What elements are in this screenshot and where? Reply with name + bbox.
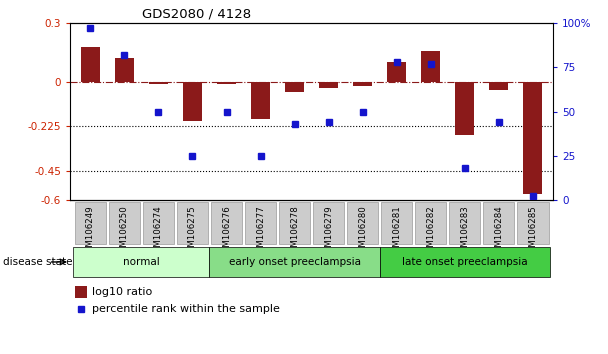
FancyBboxPatch shape [75, 202, 106, 244]
Text: GSM106277: GSM106277 [256, 206, 265, 258]
Text: GSM106250: GSM106250 [120, 206, 129, 258]
FancyBboxPatch shape [379, 247, 550, 277]
Bar [115, 58, 134, 82]
Bar [75, 286, 87, 298]
Text: GSM106281: GSM106281 [392, 206, 401, 258]
Bar [523, 82, 542, 194]
Text: GSM106279: GSM106279 [324, 206, 333, 258]
Text: early onset preeclampsia: early onset preeclampsia [229, 257, 361, 267]
Bar [81, 47, 100, 82]
Bar [319, 82, 338, 88]
Bar [285, 82, 304, 92]
FancyBboxPatch shape [415, 202, 446, 244]
Text: log10 ratio: log10 ratio [92, 287, 152, 297]
Bar [183, 82, 202, 121]
Text: GSM106282: GSM106282 [426, 206, 435, 258]
Bar [217, 82, 236, 84]
FancyBboxPatch shape [211, 202, 242, 244]
Text: disease state: disease state [3, 257, 72, 267]
Bar [251, 82, 270, 119]
Text: GSM106284: GSM106284 [494, 206, 503, 258]
Text: GSM106274: GSM106274 [154, 206, 163, 258]
Text: percentile rank within the sample: percentile rank within the sample [92, 304, 280, 314]
Text: GSM106280: GSM106280 [358, 206, 367, 258]
FancyBboxPatch shape [279, 202, 310, 244]
FancyBboxPatch shape [381, 202, 412, 244]
FancyBboxPatch shape [210, 247, 379, 277]
Text: normal: normal [123, 257, 160, 267]
FancyBboxPatch shape [109, 202, 140, 244]
Text: GDS2080 / 4128: GDS2080 / 4128 [142, 7, 252, 21]
Bar [421, 51, 440, 82]
Text: GSM106278: GSM106278 [290, 206, 299, 258]
FancyBboxPatch shape [347, 202, 378, 244]
Bar [149, 82, 168, 84]
Text: GSM106249: GSM106249 [86, 206, 95, 258]
FancyBboxPatch shape [245, 202, 276, 244]
Text: GSM106276: GSM106276 [222, 206, 231, 258]
FancyBboxPatch shape [143, 202, 174, 244]
Bar [455, 82, 474, 135]
FancyBboxPatch shape [449, 202, 480, 244]
FancyBboxPatch shape [483, 202, 514, 244]
FancyBboxPatch shape [313, 202, 344, 244]
Text: GSM106285: GSM106285 [528, 206, 537, 258]
Bar [353, 82, 372, 86]
Bar [387, 62, 406, 82]
FancyBboxPatch shape [74, 247, 210, 277]
Text: GSM106275: GSM106275 [188, 206, 197, 258]
FancyBboxPatch shape [517, 202, 548, 244]
Text: late onset preeclampsia: late onset preeclampsia [402, 257, 528, 267]
Bar [489, 82, 508, 90]
FancyBboxPatch shape [177, 202, 208, 244]
Text: GSM106283: GSM106283 [460, 206, 469, 258]
